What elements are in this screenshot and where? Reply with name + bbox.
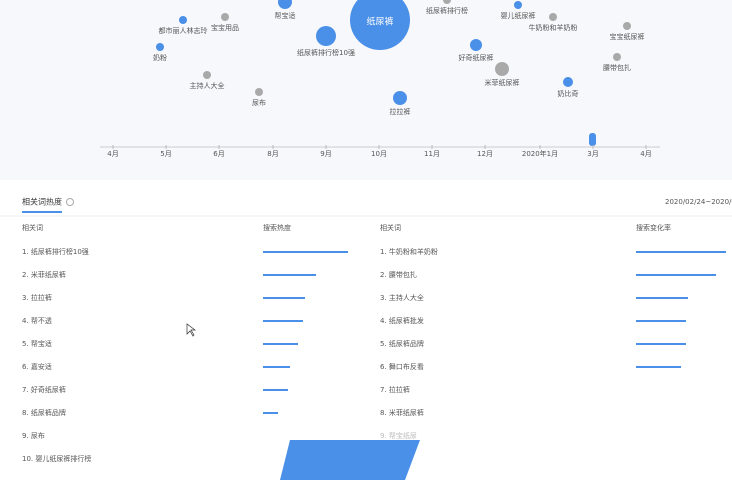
timeline-label: 4月 bbox=[640, 150, 651, 158]
bubble bbox=[549, 13, 557, 21]
heat-bar bbox=[636, 274, 716, 276]
table-row: 4. 纸尿裤批发 bbox=[380, 316, 424, 325]
timeline-label: 12月 bbox=[477, 150, 493, 158]
bubble-label: 宝宝纸尿裤 bbox=[610, 32, 645, 41]
bubble-label: 都市丽人林志玲 bbox=[159, 26, 208, 35]
timeline-label: 11月 bbox=[424, 150, 440, 158]
bubble-label: 纸尿裤排行榜10强 bbox=[297, 48, 355, 57]
heat-bar bbox=[636, 320, 686, 322]
table-row: 5. 纸尿裤品牌 bbox=[380, 339, 424, 348]
bubble-label: 宝宝用品 bbox=[211, 23, 239, 32]
bubble bbox=[350, 0, 410, 50]
table-header: 搜索变化率 bbox=[636, 223, 671, 232]
timeline-label: 9月 bbox=[320, 150, 331, 158]
table-row: 6. 嘉安适 bbox=[22, 362, 52, 371]
timeline-label: 2020年1月 bbox=[522, 149, 558, 158]
table-row: 5. 帮宝适 bbox=[22, 339, 52, 348]
bubble bbox=[563, 77, 573, 87]
bubble-label: 帮宝适 bbox=[275, 11, 296, 20]
timeline-label: 4月 bbox=[107, 150, 118, 158]
bubble bbox=[393, 91, 407, 105]
heat-bar bbox=[636, 343, 686, 345]
timeline-handle[interactable] bbox=[589, 133, 596, 146]
bubble bbox=[316, 26, 336, 46]
overlay-shape bbox=[280, 440, 420, 480]
bubble-label: 腰带包扎 bbox=[603, 63, 631, 72]
help-icon[interactable] bbox=[66, 198, 74, 206]
bubble bbox=[443, 0, 451, 4]
cursor bbox=[186, 323, 197, 337]
table-row: 4. 帮不透 bbox=[22, 316, 52, 325]
table-row: 1. 牛奶粉和羊奶粉 bbox=[380, 247, 438, 256]
table-row: 1. 纸尿裤排行榜10强 bbox=[22, 247, 89, 256]
bubble-label: 好奇纸尿裤 bbox=[459, 53, 494, 62]
heat-bar bbox=[263, 366, 290, 368]
bubble-label: 主持人大全 bbox=[190, 81, 225, 90]
table-row: 2. 米菲纸尿裤 bbox=[22, 270, 66, 279]
table-header: 相关词 bbox=[380, 223, 401, 232]
table-row: 2. 腰带包扎 bbox=[380, 270, 417, 279]
heat-bar bbox=[263, 412, 278, 414]
bubble bbox=[470, 39, 482, 51]
timeline-label: 8月 bbox=[267, 150, 278, 158]
bubble-label: 纸尿裤 bbox=[366, 16, 393, 28]
timeline-label: 10月 bbox=[371, 150, 387, 158]
table-row: 7. 拉拉裤 bbox=[380, 385, 410, 394]
bubble-label: 拉拉裤 bbox=[390, 107, 411, 116]
bubble bbox=[495, 62, 509, 76]
heat-bar bbox=[636, 366, 681, 368]
table-row: 8. 米菲纸尿裤 bbox=[380, 408, 424, 417]
bubble-label: 婴儿纸尿裤 bbox=[501, 11, 536, 20]
table-row: 6. 舞口布反看 bbox=[380, 362, 424, 371]
bubble bbox=[221, 13, 229, 21]
table-row: 7. 好奇纸尿裤 bbox=[22, 385, 66, 394]
table-row: 10. 婴儿纸尿裤排行榜 bbox=[22, 454, 91, 463]
bubble bbox=[156, 43, 164, 51]
bubble-label: 米菲纸尿裤 bbox=[485, 78, 520, 87]
bubble-label: 牛奶粉和羊奶粉 bbox=[529, 23, 578, 32]
table-row: 9. 尿布 bbox=[22, 431, 45, 440]
heat-bar bbox=[636, 251, 726, 253]
heat-bar bbox=[636, 297, 688, 299]
bubble bbox=[613, 53, 621, 61]
table-row: 8. 纸尿裤品牌 bbox=[22, 408, 66, 417]
bubble bbox=[278, 0, 292, 9]
table-header: 搜索热度 bbox=[263, 223, 291, 232]
heat-bar bbox=[263, 251, 348, 253]
bubble-label: 纸尿裤排行榜 bbox=[426, 6, 468, 15]
bubble-label: 奶比奇 bbox=[558, 89, 579, 98]
timeline-label: 5月 bbox=[160, 150, 171, 158]
heat-bar bbox=[263, 320, 303, 322]
table-row: 3. 主持人大全 bbox=[380, 293, 424, 302]
bubble bbox=[623, 22, 631, 30]
heat-bar bbox=[263, 389, 288, 391]
section-title: 相关词热度 bbox=[22, 197, 62, 207]
bubble-label: 奶粉 bbox=[153, 53, 167, 62]
table-row: 3. 拉拉裤 bbox=[22, 293, 52, 302]
bubble bbox=[203, 71, 211, 79]
bubble bbox=[255, 88, 263, 96]
bubble bbox=[179, 16, 187, 24]
heat-bar bbox=[263, 297, 305, 299]
date-range: 2020/02/24~2020/0 bbox=[665, 198, 732, 206]
overlay-mask bbox=[205, 420, 635, 440]
bubble bbox=[514, 1, 522, 9]
timeline-label: 3月 bbox=[587, 150, 598, 158]
heat-bar bbox=[263, 343, 298, 345]
heat-bar bbox=[263, 274, 316, 276]
timeline-label: 6月 bbox=[213, 150, 224, 158]
bubble-label: 尿布 bbox=[252, 98, 266, 107]
table-header: 相关词 bbox=[22, 223, 43, 232]
